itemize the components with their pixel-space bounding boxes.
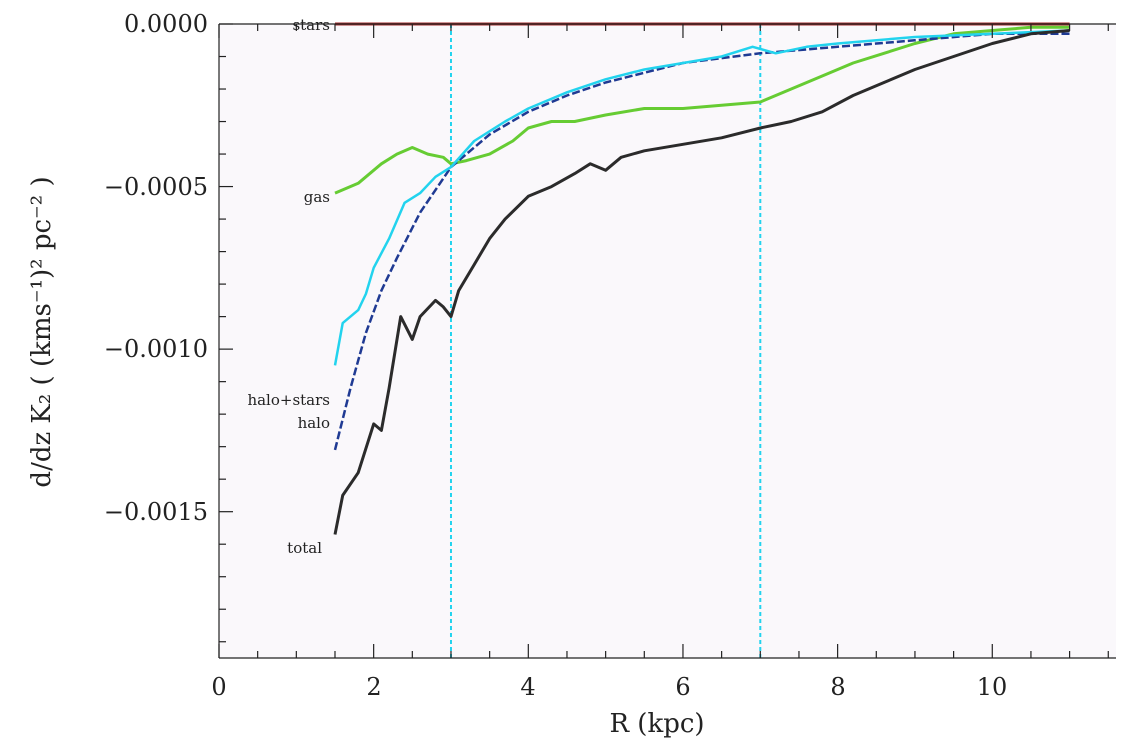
x-tick-label: 4 — [520, 673, 535, 701]
x-tick-label: 10 — [977, 673, 1008, 701]
x-tick-label: 8 — [830, 673, 845, 701]
series-line-total — [333, 29, 1070, 535]
y-tick-label: −0.0005 — [104, 173, 208, 201]
y-tick-label: 0.0000 — [124, 10, 208, 38]
x-tick-label: 2 — [366, 673, 381, 701]
series-line-halo-stars — [333, 29, 1070, 366]
x-axis-title: R (kpc) — [609, 709, 704, 739]
series-line-gas — [334, 25, 1070, 195]
y-axis-title: d/dz K₂ ( (kms⁻¹)² pc⁻² ) — [27, 176, 57, 487]
series-label-halo-stars: halo+stars — [247, 391, 330, 409]
series-label-halo: halo — [298, 414, 330, 432]
axes-frame — [218, 23, 1116, 659]
x-tick-label: 0 — [211, 673, 226, 701]
x-tick-label: 6 — [675, 673, 690, 701]
series-line-halo — [333, 32, 1070, 451]
vertical-reference-lines — [449, 24, 762, 658]
axis-ticks — [218, 23, 1109, 658]
series-label-stars: stars — [292, 16, 330, 34]
plot-area — [219, 24, 1116, 658]
y-tick-label: −0.0010 — [104, 335, 208, 363]
series-label-total: total — [287, 539, 322, 557]
y-tick-label: −0.0015 — [104, 498, 208, 526]
series-label-gas: gas — [304, 188, 330, 206]
